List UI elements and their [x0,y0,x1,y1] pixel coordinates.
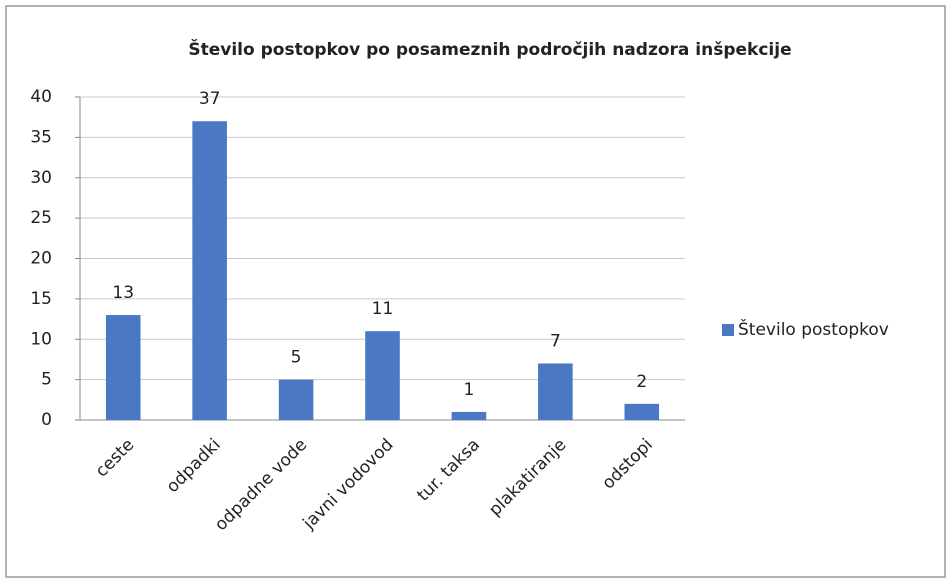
bar [192,121,227,420]
data-label: 13 [112,283,134,303]
y-tick-label: 40 [30,87,52,107]
y-tick-label: 0 [41,410,52,430]
y-tick-label: 15 [30,289,52,309]
y-tick-label: 35 [30,127,52,147]
data-label: 2 [636,372,647,392]
y-tick-label: 20 [30,249,52,269]
y-tick-label: 10 [30,329,52,349]
bar [365,331,400,420]
data-label: 37 [199,89,221,109]
bar [538,363,573,420]
bar [105,315,141,420]
y-tick-label: 5 [41,370,52,390]
chart-border [5,5,946,578]
bar [278,379,314,420]
bar [451,411,487,420]
data-label: 5 [291,348,302,368]
data-label: 11 [372,299,394,319]
bar [624,403,660,420]
legend-swatch [722,324,734,336]
data-label: 7 [550,331,561,351]
y-tick-label: 30 [30,168,52,188]
chart-title: Število postopkov po posameznih področji… [188,38,791,60]
y-tick-label: 25 [30,208,52,228]
data-label: 1 [464,380,475,400]
legend-label: Število postopkov [738,318,889,340]
